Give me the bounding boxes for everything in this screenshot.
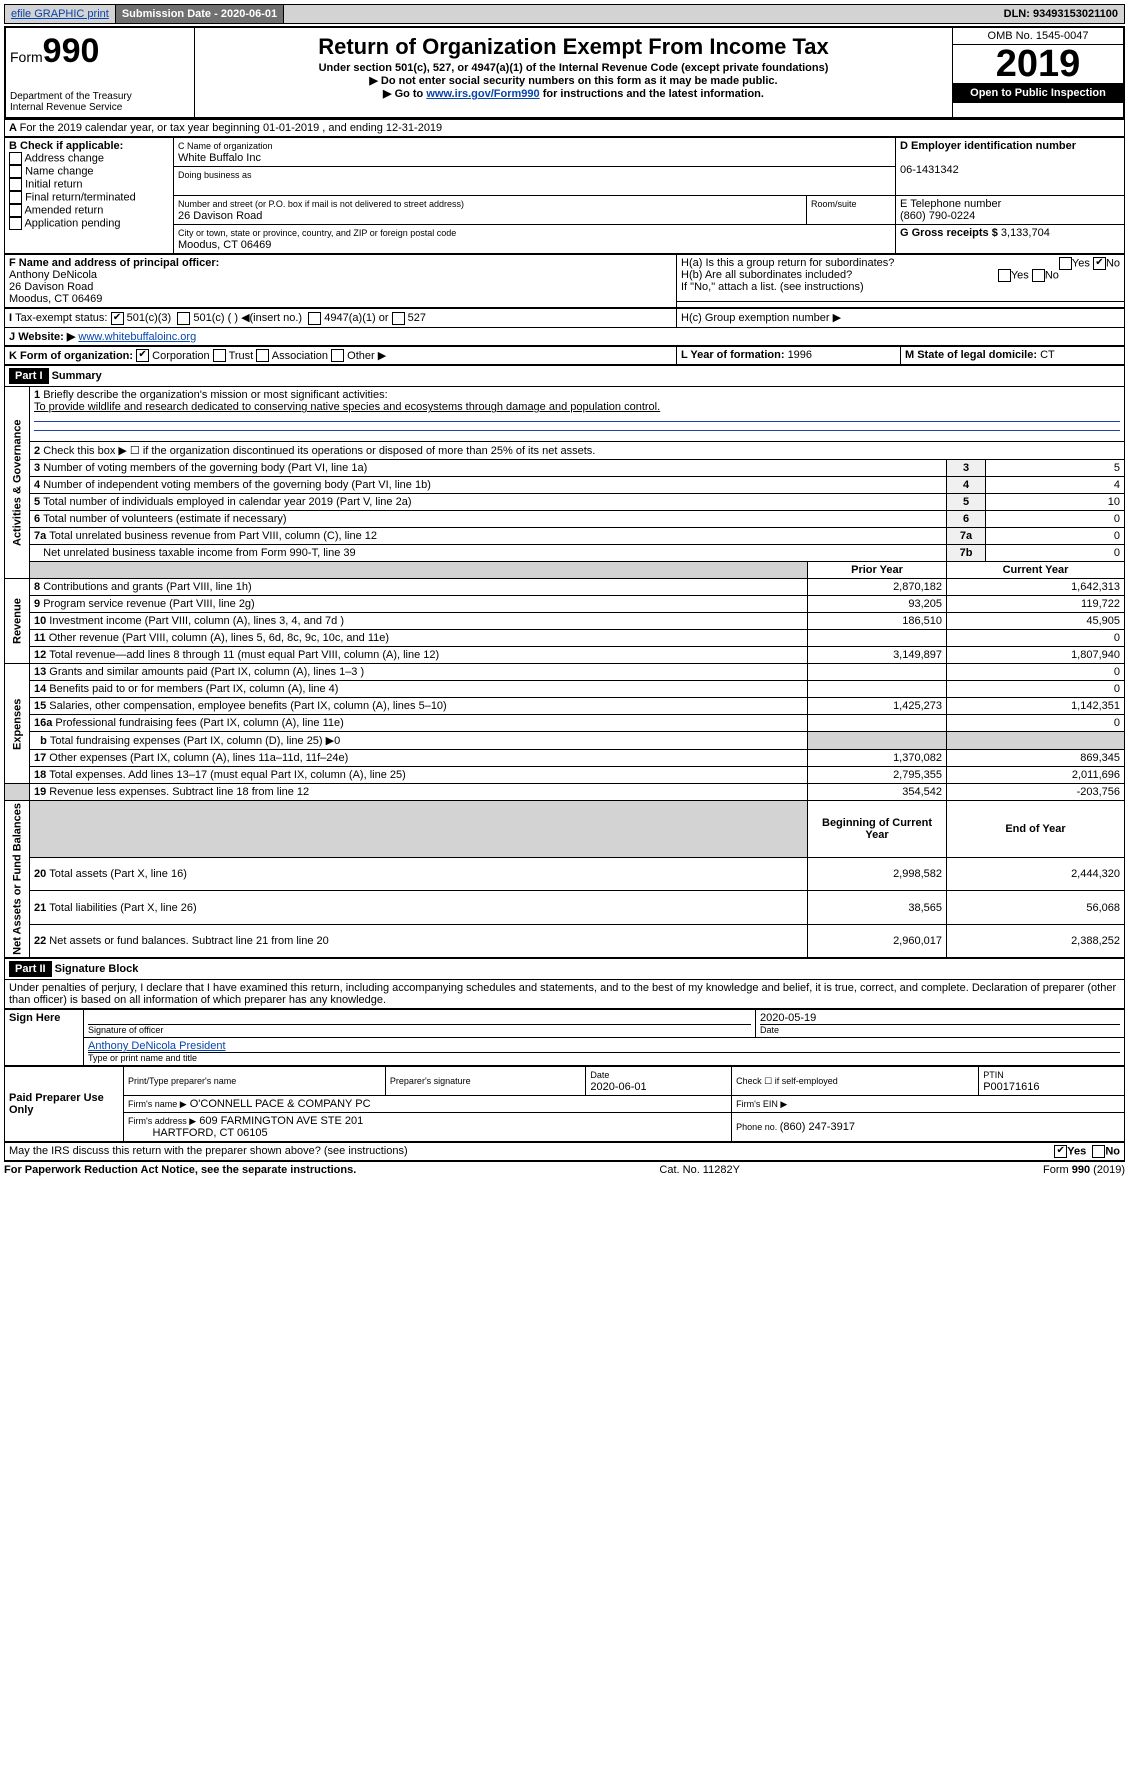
open-public-badge: Open to Public Inspection xyxy=(953,83,1123,103)
klm-block: K Form of organization: ✔ Corporation Tr… xyxy=(4,346,1125,366)
form-header: Form990 Department of the Treasury Inter… xyxy=(4,26,1125,119)
org-name: White Buffalo Inc xyxy=(178,152,261,164)
period-row: A For the 2019 calendar year, or tax yea… xyxy=(4,119,1125,137)
officer-name: Anthony DeNicola xyxy=(9,269,97,281)
note-link: ▶ Go to www.irs.gov/Form990 for instruct… xyxy=(199,87,948,100)
vlabel-revenue: Revenue xyxy=(5,579,30,664)
perjury-text: Under penalties of perjury, I declare th… xyxy=(5,980,1125,1009)
entity-block: B Check if applicable: Address change Na… xyxy=(4,137,1125,254)
tax-year: 2019 xyxy=(953,45,1123,83)
dln: DLN: 93493153021100 xyxy=(998,5,1124,23)
form-title: Return of Organization Exempt From Incom… xyxy=(199,34,948,60)
note-ssn: ▶ Do not enter social security numbers o… xyxy=(199,74,948,87)
box-b-label: B Check if applicable: xyxy=(9,140,123,152)
vlabel-activities: Activities & Governance xyxy=(5,387,30,579)
website-link[interactable]: www.whitebuffaloinc.org xyxy=(78,331,196,343)
dept-label: Department of the Treasury Internal Reve… xyxy=(10,91,190,113)
officer-block: F Name and address of principal officer:… xyxy=(4,254,1125,308)
top-toolbar: efile GRAPHIC print Submission Date - 20… xyxy=(4,4,1125,24)
mission-text: To provide wildlife and research dedicat… xyxy=(34,401,660,413)
sign-here-block: Sign Here Signature of officer 2020-05-1… xyxy=(4,1009,1125,1066)
form-number: Form990 xyxy=(10,32,190,71)
gross-receipts: 3,133,704 xyxy=(1001,227,1050,239)
irs-link[interactable]: www.irs.gov/Form990 xyxy=(426,88,539,100)
summary-table: Activities & Governance 1 Briefly descri… xyxy=(4,386,1125,958)
part-i-header: Part I Summary xyxy=(4,365,1125,386)
ein: 06-1431342 xyxy=(900,164,959,176)
city-state-zip: Moodus, CT 06469 xyxy=(178,239,271,251)
submission-date: Submission Date - 2020-06-01 xyxy=(116,5,284,23)
paid-preparer-block: Paid Preparer Use Only Print/Type prepar… xyxy=(4,1066,1125,1142)
street-address: 26 Davison Road xyxy=(178,210,262,222)
vlabel-expenses: Expenses xyxy=(5,664,30,784)
form-subtitle: Under section 501(c), 527, or 4947(a)(1)… xyxy=(199,62,948,74)
part-ii-header: Part II Signature Block Under penalties … xyxy=(4,958,1125,1009)
discuss-row: May the IRS discuss this return with the… xyxy=(4,1142,1125,1161)
vlabel-netassets: Net Assets or Fund Balances xyxy=(5,801,30,958)
officer-signed-name[interactable]: Anthony DeNicola President xyxy=(88,1040,226,1052)
efile-label[interactable]: efile GRAPHIC print xyxy=(5,5,116,23)
status-block: I Tax-exempt status: ✔ 501(c)(3) 501(c) … xyxy=(4,308,1125,346)
telephone: (860) 790-0224 xyxy=(900,210,975,222)
footer: For Paperwork Reduction Act Notice, see … xyxy=(4,1161,1125,1176)
